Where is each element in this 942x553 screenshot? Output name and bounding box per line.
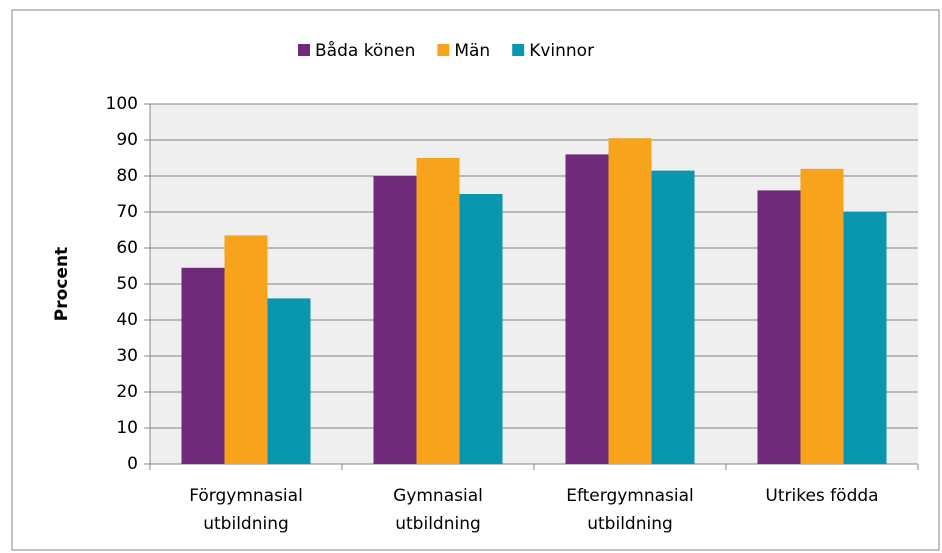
bar: [459, 194, 503, 464]
bar: [267, 298, 311, 464]
bar: [843, 212, 887, 464]
legend-swatch: [437, 44, 450, 56]
bar: [181, 267, 225, 464]
x-tick-label: Utrikes födda: [765, 486, 879, 506]
bar: [565, 154, 609, 464]
bar: [416, 158, 460, 464]
bar: [757, 190, 801, 464]
y-tick-label: 40: [116, 310, 138, 330]
legend-swatch: [298, 44, 310, 56]
y-tick-label: 100: [106, 94, 138, 114]
y-tick-label: 90: [116, 130, 138, 150]
y-tick-label: 30: [116, 346, 138, 366]
y-tick-label: 70: [116, 202, 138, 222]
bar: [373, 176, 417, 464]
y-tick-label: 50: [116, 274, 138, 294]
y-tick-label: 80: [116, 166, 138, 186]
x-tick-label: Eftergymnasial utbildning: [566, 486, 694, 534]
y-tick-label: 20: [116, 382, 138, 402]
legend-label: Kvinnor: [529, 41, 594, 61]
y-tick-label: 10: [116, 418, 138, 438]
bar: [800, 168, 844, 465]
bar: [224, 235, 268, 464]
x-tick-label: Förgymnasial utbildning: [189, 486, 303, 534]
legend-label: Män: [454, 41, 490, 61]
bar: [608, 138, 652, 464]
legend-swatch: [512, 44, 525, 56]
x-tick-label: Gymnasial utbildning: [393, 486, 483, 534]
legend-label: Båda könen: [315, 40, 415, 61]
y-tick-label: 0: [127, 454, 138, 474]
y-axis-title: Procent: [52, 247, 72, 321]
y-tick-label: 60: [116, 238, 138, 258]
bar: [651, 170, 695, 464]
